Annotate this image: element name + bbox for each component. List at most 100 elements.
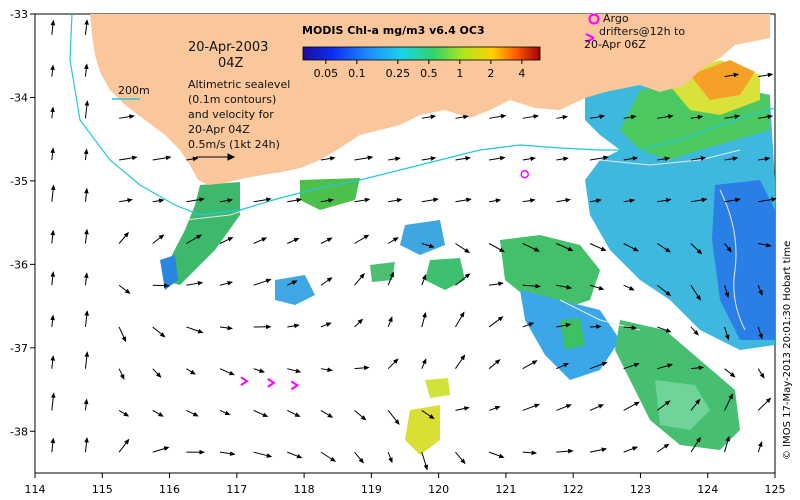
velocity-arrow — [522, 450, 538, 456]
velocity-arrow — [253, 324, 272, 330]
velocity-arrow — [186, 234, 202, 244]
velocity-arrow — [186, 197, 205, 203]
velocity-arrow — [186, 409, 199, 417]
velocity-arrow — [118, 284, 131, 294]
velocity-arrow — [354, 410, 367, 421]
velocity-arrow — [623, 325, 638, 331]
velocity-arrow — [84, 310, 90, 328]
velocity-arrow — [589, 361, 608, 370]
x-tick-label: 123 — [630, 483, 651, 496]
argo-float-marker — [520, 169, 529, 179]
drifter-track-marker — [290, 380, 300, 391]
velocity-arrow — [354, 365, 370, 371]
velocity-arrow — [387, 316, 393, 328]
velocity-arrow — [421, 311, 427, 328]
credit-text: © IMOS 17-May-2013 20:01:30 Hobart time — [782, 241, 793, 460]
chl-patch-east-orange — [690, 60, 755, 100]
colorbar — [302, 46, 541, 61]
velocity-arrow — [50, 314, 55, 328]
velocity-arrow — [320, 198, 334, 203]
velocity-arrow — [84, 187, 89, 202]
velocity-arrow — [320, 156, 336, 161]
velocity-arrow — [50, 437, 56, 453]
velocity-arrow — [724, 393, 733, 411]
velocity-arrow — [50, 229, 56, 244]
velocity-arrow — [354, 234, 370, 244]
velocity-arrow — [152, 326, 166, 338]
velocity-arrow — [287, 368, 302, 374]
velocity-arrow — [219, 409, 231, 416]
velocity-arrow — [556, 197, 572, 203]
velocity-arrow — [253, 278, 272, 286]
altimetry-note-1: Altimetric sealevel — [188, 78, 290, 91]
velocity-arrow — [556, 284, 573, 290]
velocity-arrow — [219, 198, 234, 203]
velocity-arrow — [50, 184, 56, 202]
velocity-arrow — [387, 271, 394, 286]
x-axis: 114 115 116 117 118 119 120 121 122 123 124 125 — [25, 473, 786, 496]
velocity-arrow — [657, 326, 672, 333]
velocity-arrow — [522, 243, 540, 252]
chl-patch-mid-2 — [425, 258, 465, 290]
velocity-arrow — [489, 198, 502, 203]
velocity-arrow — [50, 19, 56, 35]
x-tick-label: 117 — [226, 483, 247, 496]
velocity-arrow — [690, 398, 701, 411]
land-mass — [90, 14, 770, 185]
velocity-arrow — [724, 114, 741, 119]
x-tick-label: 124 — [697, 483, 718, 496]
velocity-arrow — [724, 197, 741, 203]
velocity-arrow — [50, 64, 55, 77]
velocity-arrow — [287, 197, 303, 203]
velocity-arrow — [488, 243, 506, 253]
velocity-arrow — [589, 243, 607, 251]
velocity-arrow — [253, 368, 266, 373]
velocity-arrow — [488, 359, 501, 370]
velocity-arrow — [556, 322, 572, 328]
velocity-arrow — [522, 114, 540, 119]
chl-patch-west-coast — [168, 182, 240, 285]
velocity-arrow — [657, 114, 674, 119]
velocity-arrow — [118, 231, 129, 244]
velocity-arrow — [657, 156, 671, 162]
velocity-arrow — [522, 283, 541, 289]
isobath-200m — [69, 13, 776, 216]
map-time: 04Z — [218, 56, 244, 71]
argo-legend-marker — [588, 13, 600, 25]
velocity-arrow — [489, 281, 504, 287]
velocity-arrow — [320, 237, 333, 244]
velocity-arrow — [421, 409, 435, 420]
velocity-arrow — [455, 406, 470, 411]
velocity-arrow — [253, 237, 268, 244]
velocity-arrow — [589, 404, 604, 411]
velocity-arrow — [354, 273, 365, 286]
velocity-arrow — [83, 148, 89, 161]
velocity-arrow — [287, 238, 300, 244]
velocity-arrow — [152, 446, 170, 453]
velocity-arrow — [84, 351, 90, 369]
colorbar-tick-label: 4 — [518, 67, 525, 80]
altimetry-note-2: (0.1m contours) — [188, 93, 276, 106]
velocity-arrow — [589, 114, 606, 119]
velocity-arrow — [589, 284, 605, 291]
velocity-arrow — [354, 155, 374, 161]
velocity-arrow — [455, 197, 472, 203]
velocity-arrow — [421, 114, 437, 120]
velocity-arrow — [556, 243, 574, 252]
velocity-arrow — [623, 362, 640, 370]
velocity-arrow — [623, 243, 639, 252]
chl-patch-east-deep — [712, 180, 775, 340]
velocity-arrow — [421, 243, 435, 249]
velocity-arrow — [50, 147, 55, 161]
velocity-arrow — [119, 114, 135, 119]
chl-patch-mid-4 — [370, 262, 395, 282]
x-tick-label: 125 — [765, 483, 786, 496]
velocity-arrow — [522, 198, 536, 203]
velocity-arrow — [421, 156, 437, 161]
velocity-arrow — [656, 243, 671, 253]
velocity-arrow — [690, 365, 705, 371]
velocity-arrow — [387, 410, 400, 425]
velocity-arrow — [186, 280, 204, 286]
colorbar-tick-label: 0.1 — [348, 67, 366, 80]
altimetry-note-3: and velocity for — [188, 108, 274, 121]
